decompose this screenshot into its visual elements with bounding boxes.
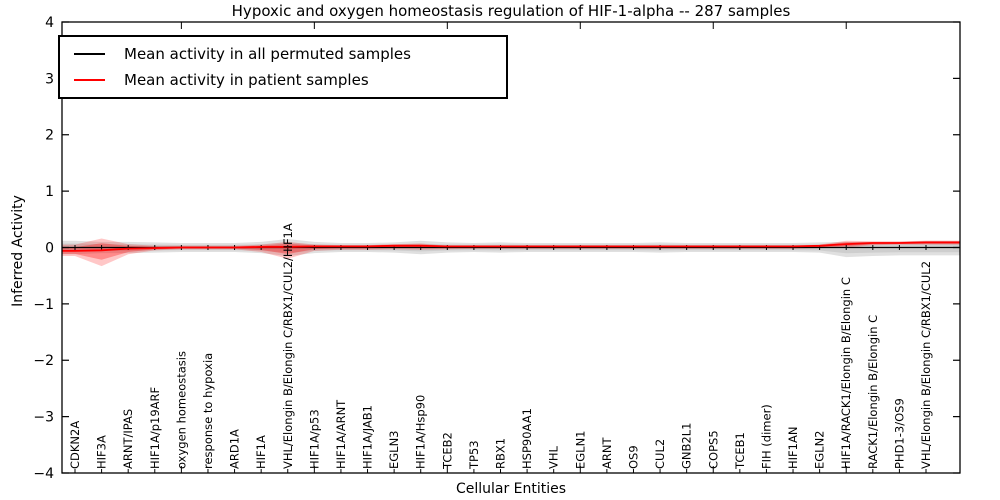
legend-entry-patient: Mean activity in patient samples: [60, 68, 506, 92]
x-category-label: HIF1A/JAB1: [361, 405, 375, 469]
x-category-label: VHL: [547, 445, 561, 469]
y-tick-label: 0: [45, 240, 54, 256]
y-tick-label: 1: [45, 184, 54, 200]
x-category-label: HIF1A/Hsp90: [414, 395, 428, 469]
x-category-label: TCEB1: [733, 432, 747, 470]
patient-band: [62, 238, 960, 267]
y-tick-label: 2: [45, 128, 54, 144]
x-category-label: HIF1A/ARNT: [334, 399, 348, 469]
x-category-label: COPS5: [706, 430, 720, 469]
x-category-label: response to hypoxia: [201, 353, 215, 469]
legend-entry-permuted: Mean activity in all permuted samples: [60, 42, 506, 66]
x-category-label: TP53: [467, 440, 481, 470]
y-tick-label: −3: [33, 410, 54, 426]
chart-title: Hypoxic and oxygen homeostasis regulatio…: [231, 2, 791, 20]
x-category-label: GNB2L1: [680, 423, 694, 469]
x-category-label: PHD1-3/OS9: [892, 398, 906, 469]
x-category-label: EGLN1: [573, 430, 587, 469]
x-category-label: HIF1A/RACK1/Elongin B/Elongin C: [839, 277, 853, 469]
x-category-label: EGLN2: [813, 430, 827, 469]
y-tick-label: 3: [45, 71, 54, 87]
x-axis-label: Cellular Entities: [455, 481, 567, 497]
patient-band-inner: [62, 241, 960, 260]
patient-mean-line: [62, 241, 960, 252]
y-tick-label: 4: [45, 15, 54, 31]
x-category-label: HIF1AN: [786, 427, 800, 469]
x-category-label: FIH (dimer): [759, 404, 773, 469]
legend-label-permuted: Mean activity in all permuted samples: [124, 45, 411, 63]
x-category-label: HIF1A/p19ARF: [148, 387, 162, 469]
x-category-label: HSP90AA1: [520, 408, 534, 469]
patient-line-sample-icon: [74, 79, 105, 81]
legend-label-patient: Mean activity in patient samples: [124, 71, 369, 89]
x-category-label: RACK1/Elongin B/Elongin C: [866, 315, 880, 469]
x-category-label: ARNT: [600, 437, 614, 469]
x-category-label: CUL2: [653, 439, 667, 469]
x-category-label: HIF1A: [254, 435, 268, 469]
permuted-line-sample-icon: [74, 53, 105, 55]
x-category-label: ARD1A: [228, 429, 242, 469]
x-category-label: OS9: [626, 445, 640, 469]
x-category-label: HIF1A/p53: [307, 409, 321, 469]
y-tick-label: −1: [33, 297, 54, 313]
x-category-label: TCEB2: [440, 432, 454, 470]
x-category-label: HIF3A: [95, 435, 109, 469]
y-tick-label: −4: [33, 466, 54, 482]
x-category-label: VHL/Elongin B/Elongin C/RBX1/CUL2: [919, 261, 933, 469]
x-category-label: ARNT/IPAS: [121, 409, 135, 469]
x-category-label: RBX1: [494, 438, 508, 469]
legend: Mean activity in all permuted samples Me…: [58, 35, 508, 99]
x-category-label: VHL/Elongin B/Elongin C/RBX1/CUL2/HIF1A: [281, 223, 295, 469]
x-category-label: CDKN2A: [68, 421, 82, 469]
y-axis-label: Inferred Activity: [10, 195, 26, 307]
x-category-label: EGLN3: [387, 430, 401, 469]
y-tick-label: −2: [33, 353, 54, 369]
x-category-label: oxygen homeostasis: [174, 351, 188, 469]
